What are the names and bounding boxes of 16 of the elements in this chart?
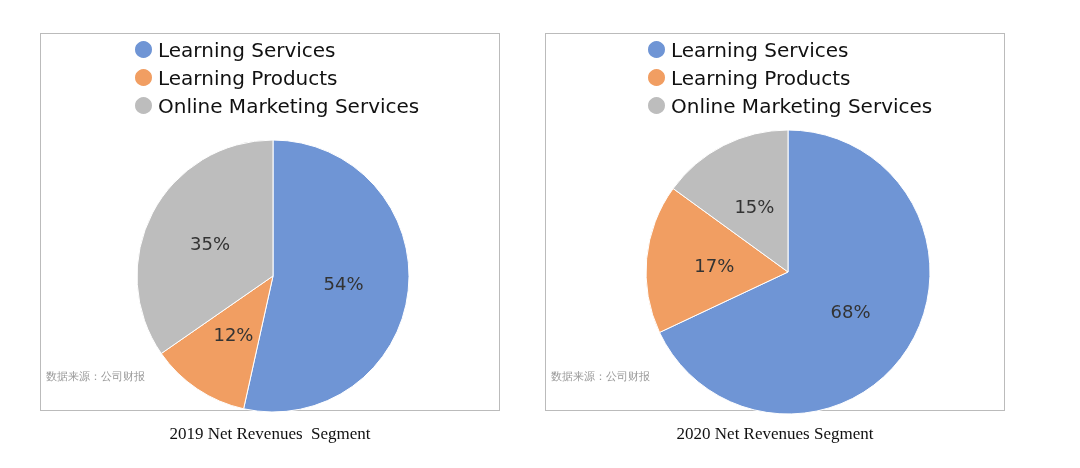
legend-label: Online Marketing Services xyxy=(671,93,933,118)
legend-label: Learning Products xyxy=(671,65,851,90)
data-label: 15% xyxy=(734,195,775,217)
legend-label: Learning Services xyxy=(671,37,849,62)
data-label: 12% xyxy=(213,324,254,346)
legend-label: Learning Services xyxy=(158,37,336,62)
data-label: 54% xyxy=(323,273,364,295)
text: 2019 Net Revenues Segment xyxy=(169,424,371,443)
source-note: 数据来源：公司财报 xyxy=(46,370,145,383)
data-label: 35% xyxy=(190,232,231,254)
data-label: 17% xyxy=(694,254,735,276)
data-label: 68% xyxy=(830,301,871,323)
legend-label: Online Marketing Services xyxy=(158,93,420,118)
text: 2020 Net Revenues Segment xyxy=(676,424,874,443)
legend-label: Learning Products xyxy=(158,65,338,90)
source-note: 数据来源：公司财报 xyxy=(551,370,650,383)
